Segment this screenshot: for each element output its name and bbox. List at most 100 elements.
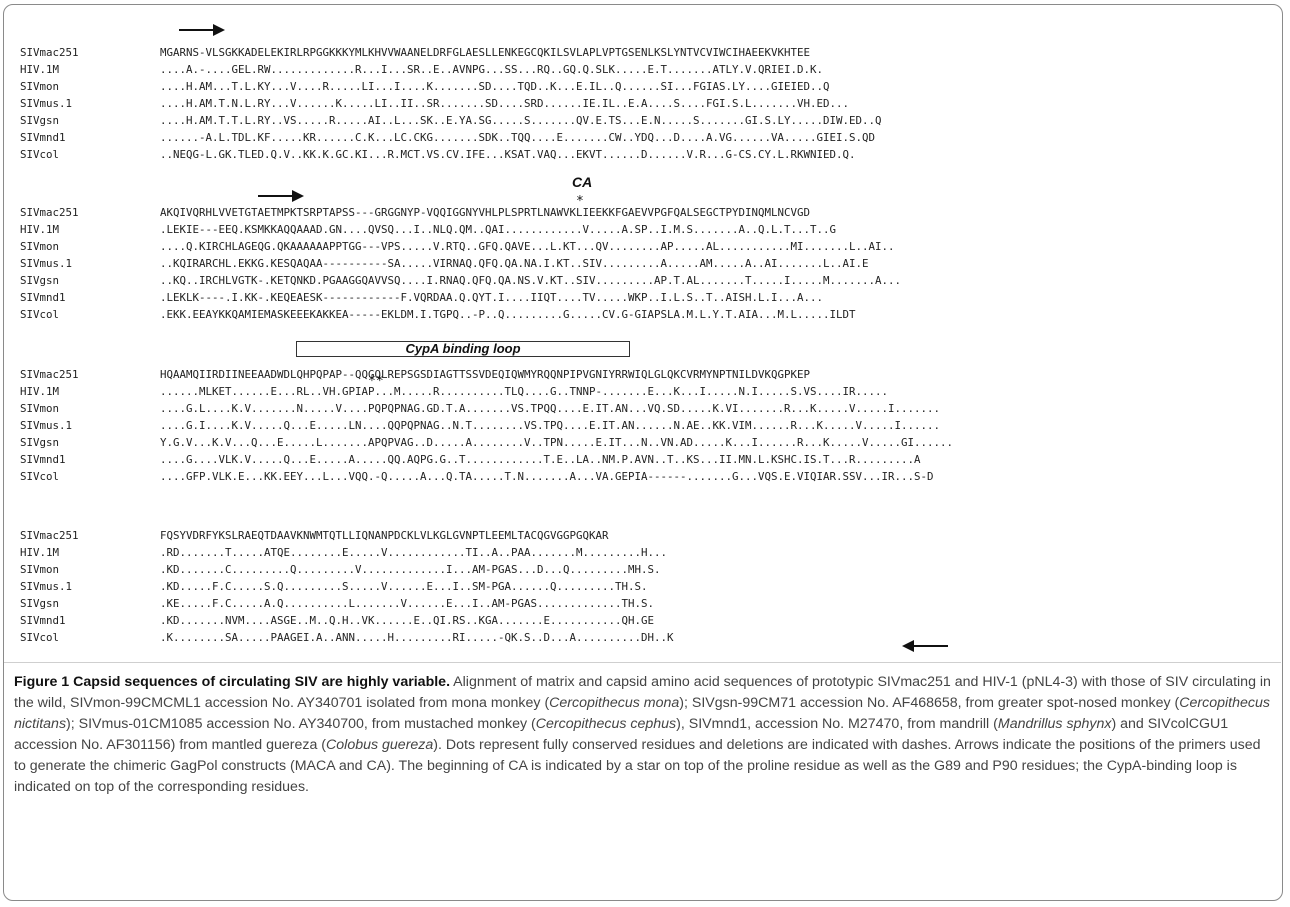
- sequence-name: SIVcol: [20, 631, 60, 644]
- caption-text: ); SIVmus-01CM1085 accession No. AY34070…: [66, 716, 536, 732]
- sequence-residues: ..KQ..IRCHLVGTK-.KETQNKD.PGAAGGQAVVSQ...…: [160, 274, 902, 287]
- alignment-row: SIVmus.1 ....H.AM.T.N.L.RY...V......K....…: [20, 95, 882, 112]
- sequence-residues: .KE.....F.C.....A.Q..........L.......V..…: [160, 597, 655, 610]
- alignment-row: SIVmus.1 .KD.....F.C.....S.Q.........S...…: [20, 578, 674, 595]
- sequence-name: SIVgsn: [20, 597, 60, 610]
- alignment-block-1: SIVmac251 MGARNS-VLSGKKADELEKIRLRPGGKKKYM…: [20, 44, 882, 163]
- sequence-residues: .KD.......NVM....ASGE..M..Q.H..VK......E…: [160, 614, 655, 627]
- alignment-row: SIVmac251 MGARNS-VLSGKKADELEKIRLRPGGKKKYM…: [20, 44, 882, 61]
- alignment-row: SIVcol ..NEQG-L.GK.TLED.Q.V..KK.K.GC.KI..…: [20, 146, 882, 163]
- sequence-residues: ......-A.L.TDL.KF.....KR......C.K...LC.C…: [160, 131, 876, 144]
- sequence-name: HIV.1M: [20, 223, 60, 236]
- sequence-residues: Y.G.V...K.V...Q...E.....L.......APQPVAG.…: [160, 436, 954, 449]
- sequence-name: HIV.1M: [20, 385, 60, 398]
- sequence-name: SIVmus.1: [20, 580, 73, 593]
- sequence-name: SIVmus.1: [20, 419, 73, 432]
- sequence-residues: AKQIVQRHLVVETGTAETMPKTSRPTAPSS---GRGGNYP…: [160, 206, 811, 219]
- sequence-residues: ....H.AM.T.T.L.RY..VS.....R.....AI..L...…: [160, 114, 882, 127]
- sequence-residues: .RD.......T.....ATQE........E.....V.....…: [160, 546, 668, 559]
- sequence-name: SIVmnd1: [20, 131, 66, 144]
- sequence-name: SIVcol: [20, 470, 60, 483]
- sequence-residues: .LEKIE---EEQ.KSMKKAQQAAAD.GN....QVSQ...I…: [160, 223, 837, 236]
- reverse-primer-arrow: [902, 640, 948, 652]
- alignment-row: SIVmac251 HQAAMQIIRDIINEEAADWDLQHPQPAP--Q…: [20, 366, 953, 383]
- sequence-name: SIVmus.1: [20, 257, 73, 270]
- caption-text: Alignment of matrix and capsid amino aci…: [14, 674, 1271, 711]
- alignment-block-2: SIVmac251 AKQIVQRHLVVETGTAETMPKTSRPTAPSS-…: [20, 204, 901, 323]
- alignment-row: HIV.1M ....A.-....GEL.RW.............R...…: [20, 61, 882, 78]
- alignment-row: SIVmnd1 ....G....VLK.V.....Q...E.....A...…: [20, 451, 953, 468]
- sequence-residues: ....A.-....GEL.RW.............R...I...SR…: [160, 63, 824, 76]
- alignment-block-4: SIVmac251 FQSYVDRFYKSLRAEQTDAAVKNWMTQTLLI…: [20, 527, 674, 646]
- sequence-name: SIVmon: [20, 563, 60, 576]
- species-name: Colobus guereza: [326, 737, 434, 753]
- alignment-row: SIVcol .EKK.EEAYKKQAMIEMASKEEEKAKKEA-----…: [20, 306, 901, 323]
- alignment-row: SIVmon ....G.L....K.V.......N.....V....PQ…: [20, 400, 953, 417]
- sequence-name: SIVmon: [20, 240, 60, 253]
- alignment-row: SIVgsn ..KQ..IRCHLVGTK-.KETQNKD.PGAAGGQAV…: [20, 272, 901, 289]
- sequence-residues: ....G.I....K.V.....Q...E.....LN....QQPQP…: [160, 419, 941, 432]
- species-name: Cercopithecus nictitans: [14, 695, 1270, 732]
- sequence-residues: ....G.L....K.V.......N.....V....PQPQPNAG…: [160, 402, 941, 415]
- sequence-name: HIV.1M: [20, 546, 60, 559]
- caption-body: Alignment of matrix and capsid amino aci…: [14, 674, 1271, 795]
- sequence-name: SIVgsn: [20, 274, 60, 287]
- alignment-block-3: SIVmac251 HQAAMQIIRDIINEEAADWDLQHPQPAP--Q…: [20, 366, 953, 485]
- alignment-row: SIVmus.1 ....G.I....K.V.....Q...E.....LN.…: [20, 417, 953, 434]
- sequence-residues: .EKK.EEAYKKQAMIEMASKEEEKAKKEA-----EKLDM.…: [160, 308, 856, 321]
- cypa-binding-loop-label: CypA binding loop: [405, 341, 521, 356]
- alignment-row: SIVmon ....Q.KIRCHLAGEQG.QKAAAAAAPPTGG---…: [20, 238, 901, 255]
- alignment-row: SIVmac251 AKQIVQRHLVVETGTAETMPKTSRPTAPSS-…: [20, 204, 901, 221]
- alignment-row: SIVmus.1 ..KQIRARCHL.EKKG.KESQAQAA-------…: [20, 255, 901, 272]
- alignment-row: SIVmnd1 .LEKLK----.I.KK-.KEQEAESK--------…: [20, 289, 901, 306]
- sequence-name: SIVcol: [20, 148, 60, 161]
- figure-frame: [3, 4, 1283, 901]
- sequence-residues: MGARNS-VLSGKKADELEKIRLRPGGKKKYMLKHVVWAAN…: [160, 46, 811, 59]
- alignment-row: HIV.1M ......MLKET......E...RL..VH.GPIAP.…: [20, 383, 953, 400]
- alignment-row: SIVmnd1 .KD.......NVM....ASGE..M..Q.H..VK…: [20, 612, 674, 629]
- caption-text: ); SIVgsn-99CM71 accession No. AF468658,…: [679, 695, 1180, 711]
- sequence-name: SIVmac251: [20, 206, 79, 219]
- sequence-name: SIVmon: [20, 80, 60, 93]
- sequence-name: SIVmon: [20, 402, 60, 415]
- caption-text: ), SIVmnd1, accession No. M27470, from m…: [676, 716, 998, 732]
- caption-text: ) and SIVcolCGU1 accession No. AF301156)…: [14, 716, 1229, 753]
- species-name: Cercopithecus cephus: [535, 716, 677, 732]
- alignment-row: HIV.1M .RD.......T.....ATQE........E.....…: [20, 544, 674, 561]
- sequence-name: SIVmnd1: [20, 614, 66, 627]
- alignment-row: SIVmon ....H.AM...T.L.KY...V....R.....LI.…: [20, 78, 882, 95]
- sequence-name: SIVgsn: [20, 114, 60, 127]
- alignment-row: SIVmon .KD.......C.........Q.........V...…: [20, 561, 674, 578]
- sequence-residues: .LEKLK----.I.KK-.KEQEAESK------------F.V…: [160, 291, 824, 304]
- caption-divider: [4, 662, 1281, 663]
- alignment-row: SIVgsn .KE.....F.C.....A.Q..........L....…: [20, 595, 674, 612]
- sequence-residues: HQAAMQIIRDIINEEAADWDLQHPQPAP--QQGQLREPSG…: [160, 368, 811, 381]
- sequence-name: SIVmus.1: [20, 97, 73, 110]
- alignment-row: SIVgsn ....H.AM.T.T.L.RY..VS.....R.....AI…: [20, 112, 882, 129]
- ca-start-star: *: [576, 194, 584, 209]
- alignment-row: SIVcol ....GFP.VLK.E...KK.EEY...L...VQQ.-…: [20, 468, 953, 485]
- sequence-residues: .KD.......C.........Q.........V.........…: [160, 563, 661, 576]
- caption-title: Figure 1 Capsid sequences of circulating…: [14, 674, 451, 690]
- sequence-name: SIVmac251: [20, 368, 79, 381]
- g89-p90-stars: **: [368, 374, 384, 389]
- caption-text: ). Dots represent fully conserved residu…: [14, 737, 1261, 795]
- forward-primer-arrow-2: [258, 190, 304, 202]
- sequence-name: SIVmac251: [20, 46, 79, 59]
- cypa-binding-loop-box: [296, 341, 630, 357]
- sequence-name: SIVgsn: [20, 436, 60, 449]
- alignment-row: SIVgsn Y.G.V...K.V...Q...E.....L.......AP…: [20, 434, 953, 451]
- sequence-residues: .KD.....F.C.....S.Q.........S.....V.....…: [160, 580, 648, 593]
- sequence-residues: ....H.AM...T.L.KY...V....R.....LI...I...…: [160, 80, 830, 93]
- forward-primer-arrow-1: [179, 24, 225, 36]
- sequence-name: SIVcol: [20, 308, 60, 321]
- alignment-row: SIVcol .K........SA.....PAAGEI.A..ANN....…: [20, 629, 674, 646]
- species-name: Mandrillus sphynx: [997, 716, 1112, 732]
- sequence-residues: ....Q.KIRCHLAGEQG.QKAAAAAAPPTGG---VPS...…: [160, 240, 895, 253]
- sequence-residues: ..NEQG-L.GK.TLED.Q.V..KK.K.GC.KI...R.MCT…: [160, 148, 856, 161]
- alignment-row: HIV.1M .LEKIE---EEQ.KSMKKAQQAAAD.GN....QV…: [20, 221, 901, 238]
- alignment-row: SIVmnd1 ......-A.L.TDL.KF.....KR......C.K…: [20, 129, 882, 146]
- sequence-residues: ....GFP.VLK.E...KK.EEY...L...VQQ.-Q.....…: [160, 470, 934, 483]
- sequence-residues: FQSYVDRFYKSLRAEQTDAAVKNWMTQTLLIQNANPDCKL…: [160, 529, 609, 542]
- sequence-name: SIVmnd1: [20, 453, 66, 466]
